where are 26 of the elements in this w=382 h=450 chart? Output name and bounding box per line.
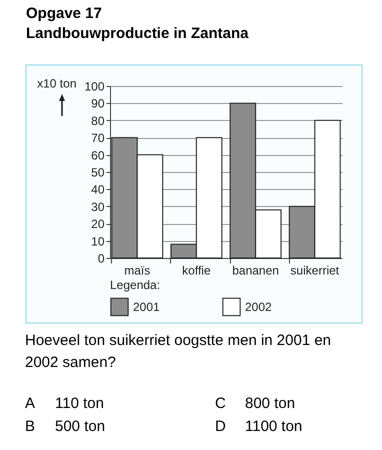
text: D 1100 ton [215,418,302,435]
legend-label: 2002 [245,300,272,314]
text: C 800 ton [215,395,296,412]
legend-label: 2001 [133,300,160,314]
y-tick-label: 40 [91,182,105,197]
y-tick-label: 60 [91,148,105,162]
y-tick-label: 20 [91,217,105,232]
text: A 110 ton [25,395,104,412]
y-tick-label: 0 [98,252,105,266]
y-tick-label: 10 [91,234,105,248]
x-tick-label: suikerriet [290,264,340,278]
chart-subtitle: Landbouwproductie in Zantana [26,24,248,44]
x-tick-label: koffie [182,264,211,278]
y-tick-label: 70 [91,131,105,146]
x-tick-label: bananen [232,264,279,278]
y-axis-title: x10 ton [37,76,76,90]
x-tick-label: maïs [124,264,150,278]
text: B 500 ton [25,418,106,435]
y-tick-label: 80 [91,114,105,128]
chart-title: Opgave 17 [26,4,103,24]
text: Hoeveel ton suikerriet oogstte men in 2001 en 2002 samen? [25,331,332,373]
y-tick-label: 50 [91,166,105,180]
legend-title: Legenda: [110,278,160,292]
y-tick-label: 90 [91,96,105,111]
y-tick-label: 30 [91,200,105,214]
y-tick-label: 100 [84,80,105,94]
